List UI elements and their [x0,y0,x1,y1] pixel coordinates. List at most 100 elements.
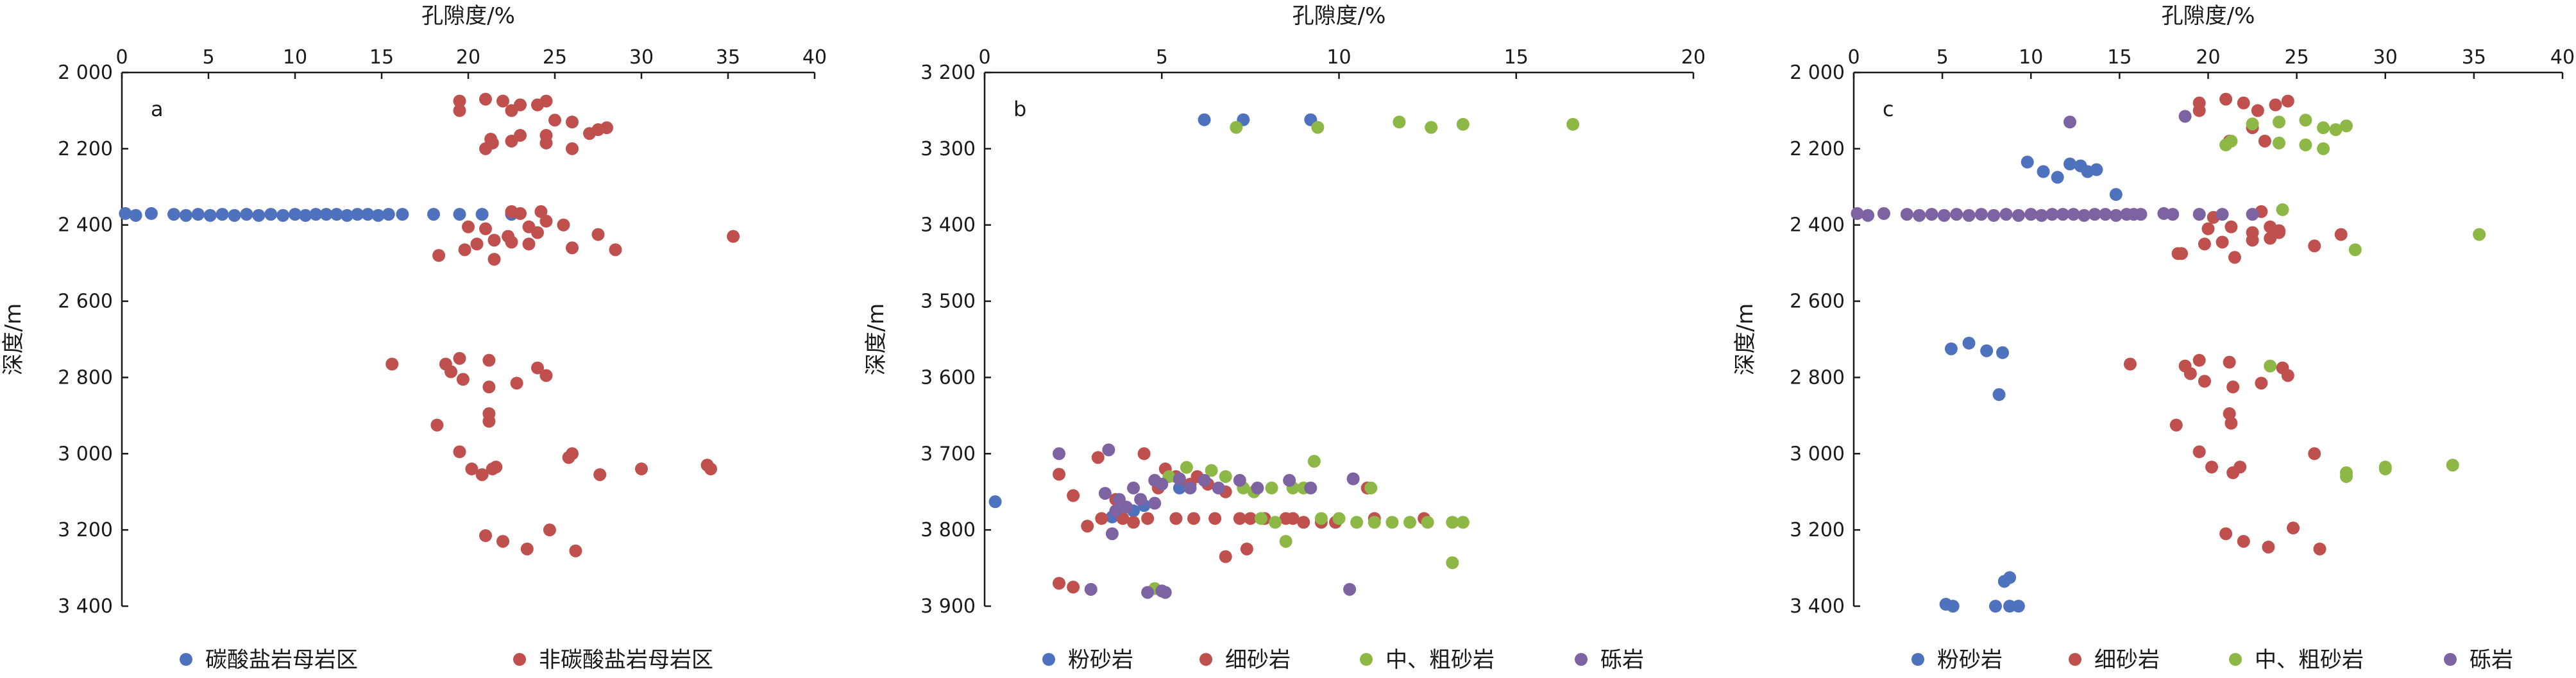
data-point [453,104,466,117]
data-point [2169,418,2183,432]
data-point [1385,516,1399,529]
panel-label: c [1883,97,1894,121]
data-point [462,220,475,233]
data-point [1283,473,1296,487]
legend-marker [2229,653,2242,666]
legend-marker [1911,653,1924,666]
legend-label: 粉砂岩 [1068,647,1133,673]
data-point [2037,165,2050,178]
data-point [2446,459,2459,472]
data-point [479,529,492,543]
legend-label: 碳酸盐岩母岩区 [205,647,358,673]
data-point [496,94,509,108]
data-point [2246,208,2259,221]
legend-label: 细砂岩 [1225,647,1291,673]
data-point [505,134,518,148]
data-point [2175,247,2189,260]
data-point [1446,556,1459,570]
legend-marker [1575,653,1588,666]
legend-marker [1360,653,1373,666]
data-point [2237,96,2250,110]
data-point [566,115,579,129]
data-point [2281,369,2294,382]
legend-label: 砾岩 [2470,647,2513,673]
y-tick-label: 2 400 [1790,214,1845,237]
data-point [276,208,290,222]
y-tick-label: 3 400 [920,214,976,237]
data-point [2003,600,2017,613]
data-point [1187,512,1200,525]
data-point [2127,208,2140,221]
x-tick-label: 40 [802,46,827,69]
data-point [609,243,622,257]
x-tick-label: 15 [369,46,394,69]
x-tick-label: 5 [1156,46,1168,69]
data-point [1183,481,1197,495]
x-tick-label: 10 [2019,46,2043,69]
data-point [1861,208,1875,222]
data-point [635,462,648,476]
data-point [475,468,489,481]
data-point [2192,445,2206,459]
data-point [1098,487,1112,500]
data-point [1105,527,1119,541]
data-point [1127,516,1140,529]
data-point [2308,239,2321,253]
data-point [482,353,496,367]
data-point [1346,472,1360,486]
data-point [445,365,457,378]
data-point [2228,251,2241,264]
x-tick-label: 30 [2373,46,2398,69]
data-point [1999,208,2013,221]
data-point [2473,228,2486,241]
data-point [591,228,605,241]
data-point [1219,550,1232,563]
data-point [330,208,343,221]
data-point [1566,117,1580,131]
data-point [727,230,740,243]
x-axis-title: 孔隙度/% [2162,3,2255,29]
data-point [557,218,570,232]
data-point [309,208,323,221]
data-point [1925,208,1938,221]
data-point [2012,600,2025,613]
data-point [456,373,470,386]
y-tick-label: 2 800 [58,366,113,389]
data-point [1053,468,1066,481]
data-point [2198,237,2211,251]
data-point [453,94,466,108]
data-point [482,414,496,428]
data-point [1233,473,1246,487]
data-point [2224,416,2238,430]
data-point [2339,119,2353,133]
data-point [252,208,266,222]
data-point [299,208,312,222]
data-point [2251,104,2264,117]
data-point [2157,207,2171,220]
data-point [1944,342,1958,355]
data-point [2224,220,2238,233]
data-point [479,142,492,155]
data-point [458,243,471,257]
data-point [1148,496,1162,510]
series-4 [1851,110,2259,222]
data-point [1208,512,1222,525]
data-point [2063,157,2077,171]
data-point [179,208,192,222]
data-point [144,207,158,220]
x-tick-label: 20 [2196,46,2220,69]
data-point [1996,346,2010,359]
x-tick-label: 0 [1847,46,1860,69]
data-point [240,208,253,221]
data-point [1137,447,1151,461]
y-tick-label: 3 900 [920,595,976,618]
data-point [1314,512,1328,525]
data-point [539,369,553,382]
data-point [2223,355,2236,369]
data-point [2216,235,2229,249]
data-point [2219,92,2233,106]
data-point [2178,110,2192,123]
data-point [1368,516,1381,529]
legend-label: 细砂岩 [2094,647,2160,673]
data-point [432,249,446,262]
